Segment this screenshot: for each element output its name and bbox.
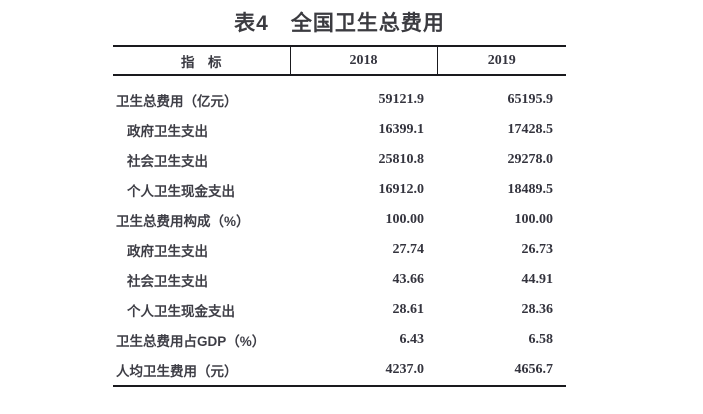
health-expenditure-table: 指 标 2018 2019 卫生总费用（亿元） 59121.9 65195.9 政府卫… [113, 45, 566, 387]
column-header-indicator: 指 标 [113, 46, 291, 76]
row-label: 卫生总费用构成（%） [116, 214, 250, 229]
value-2019: 100.00 [514, 212, 554, 227]
row-label: 政府卫生支出 [127, 124, 208, 139]
value-2018: 16912.0 [378, 182, 425, 197]
table-row: 社会卫生支出 25810.8 29278.0 [113, 145, 566, 175]
value-2019: 17428.5 [507, 122, 554, 137]
value-2019: 44.91 [521, 272, 554, 287]
row-label: 社会卫生支出 [127, 154, 208, 169]
value-2019: 6.58 [528, 332, 554, 347]
row-label: 政府卫生支出 [127, 244, 208, 259]
value-2018: 16399.1 [378, 122, 425, 137]
value-2019: 65195.9 [507, 92, 554, 107]
value-2018: 4237.0 [385, 362, 425, 377]
table-row: 个人卫生现金支出 28.61 28.36 [113, 295, 566, 325]
row-label: 卫生总费用（亿元） [116, 94, 238, 109]
value-2018: 27.74 [392, 242, 425, 257]
table-row: 卫生总费用（亿元） 59121.9 65195.9 [113, 75, 566, 115]
table-row: 卫生总费用占GDP（%） 6.43 6.58 [113, 325, 566, 355]
value-2019: 4656.7 [514, 362, 554, 377]
row-label: 社会卫生支出 [127, 274, 208, 289]
value-2019: 26.73 [521, 242, 554, 257]
health-expenditure-table-section: 表4 全国卫生总费用 指 标 2018 2019 卫生总费用（亿元） 59121.… [113, 12, 566, 387]
value-2018: 28.61 [392, 302, 425, 317]
table-row: 卫生总费用构成（%） 100.00 100.00 [113, 205, 566, 235]
value-2018: 100.00 [385, 212, 425, 227]
table-row: 个人卫生现金支出 16912.0 18489.5 [113, 175, 566, 205]
row-label: 人均卫生费用（元） [116, 364, 238, 379]
column-header-2019: 2019 [437, 46, 566, 76]
column-header-2018: 2018 [290, 46, 438, 76]
header-row: 指 标 2018 2019 [113, 46, 566, 76]
table-row: 社会卫生支出 43.66 44.91 [113, 265, 566, 295]
row-label: 卫生总费用占GDP（%） [116, 334, 266, 349]
table-row: 政府卫生支出 27.74 26.73 [113, 235, 566, 265]
row-label: 个人卫生现金支出 [127, 184, 235, 199]
table-row: 人均卫生费用（元） 4237.0 4656.7 [113, 355, 566, 386]
row-label: 个人卫生现金支出 [127, 304, 235, 319]
value-2018: 43.66 [392, 272, 425, 287]
value-2018: 6.43 [399, 332, 425, 347]
value-2019: 18489.5 [507, 182, 554, 197]
table-title: 表4 全国卫生总费用 [234, 12, 445, 35]
value-2019: 28.36 [521, 302, 554, 317]
value-2019: 29278.0 [507, 152, 554, 167]
table-body: 卫生总费用（亿元） 59121.9 65195.9 政府卫生支出 16399.1 1742… [113, 75, 566, 386]
table-row: 政府卫生支出 16399.1 17428.5 [113, 115, 566, 145]
value-2018: 59121.9 [378, 92, 425, 107]
table-header: 指 标 2018 2019 [113, 46, 566, 76]
value-2018: 25810.8 [378, 152, 425, 167]
